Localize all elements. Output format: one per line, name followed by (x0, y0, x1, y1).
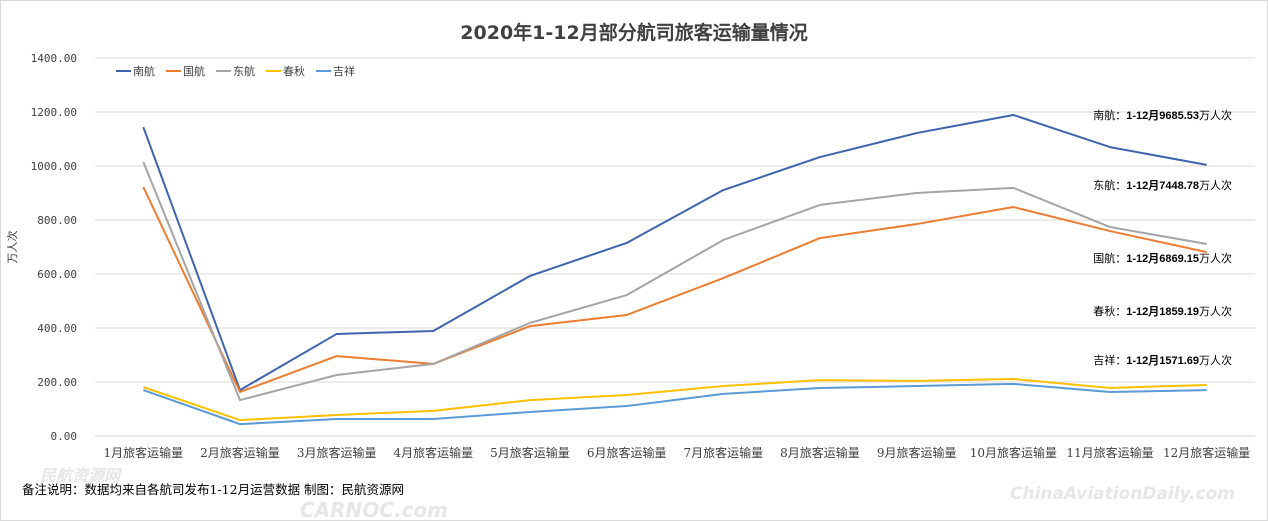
x-tick-label: 4月旅客运输量 (394, 445, 474, 460)
watermark-bottom-left: CARNOC.com (300, 498, 448, 521)
x-tick-label: 9月旅客运输量 (877, 445, 957, 460)
watermark-bottom-right: ChinaAviationDaily.com (1010, 484, 1235, 504)
y-tick-label: 800.00 (37, 214, 77, 227)
watermark-top-left: 民航资源网 (40, 466, 123, 485)
series-line-吉祥 (143, 382, 1207, 426)
y-tick-label: 400.00 (37, 322, 77, 335)
legend-label: 国航 (183, 64, 205, 78)
y-axis-label: 万人次 (5, 231, 19, 264)
series-line-国航 (142, 186, 1207, 393)
legend-label: 东航 (233, 64, 255, 78)
chart-title: 2020年1-12月部分航司旅客运输量情况 (460, 21, 807, 44)
y-tick-label: 1000.00 (31, 160, 77, 173)
total-annotation: 春秋：1-12月1859.19万人次 (1093, 304, 1232, 318)
y-tick-label: 0.00 (51, 430, 78, 443)
x-tick-label: 11月旅客运输量 (1066, 445, 1153, 460)
x-tick-label: 10月旅客运输量 (970, 445, 1057, 460)
legend-label: 春秋 (283, 64, 305, 78)
y-tick-label: 600.00 (37, 268, 77, 281)
series-line-春秋 (143, 378, 1207, 422)
x-tick-label: 6月旅客运输量 (587, 445, 667, 460)
series-line-东航 (142, 161, 1207, 402)
y-tick-label: 1400.00 (31, 52, 77, 65)
total-annotation: 南航：1-12月9685.53万人次 (1093, 108, 1232, 122)
x-tick-label: 8月旅客运输量 (780, 445, 860, 460)
x-tick-label: 3月旅客运输量 (297, 445, 377, 460)
x-tick-label: 2月旅客运输量 (200, 445, 280, 460)
series-line-南航 (142, 113, 1207, 392)
y-tick-label: 200.00 (37, 376, 77, 389)
x-tick-label: 12月旅客运输量 (1163, 445, 1250, 460)
total-annotation: 吉祥：1-12月1571.69万人次 (1093, 353, 1232, 367)
x-tick-label: 5月旅客运输量 (490, 445, 570, 460)
x-tick-label: 7月旅客运输量 (684, 445, 764, 460)
footnote: 备注说明：数据均来自各航司发布1-12月运营数据 制图：民航资源网 (22, 482, 404, 497)
total-annotation: 东航：1-12月7448.78万人次 (1093, 178, 1232, 192)
y-tick-label: 1200.00 (31, 106, 77, 119)
total-annotation: 国航：1-12月6869.15万人次 (1093, 251, 1232, 265)
legend-label: 吉祥 (333, 64, 355, 78)
x-tick-label: 1月旅客运输量 (104, 445, 184, 460)
legend-label: 南航 (133, 64, 155, 78)
